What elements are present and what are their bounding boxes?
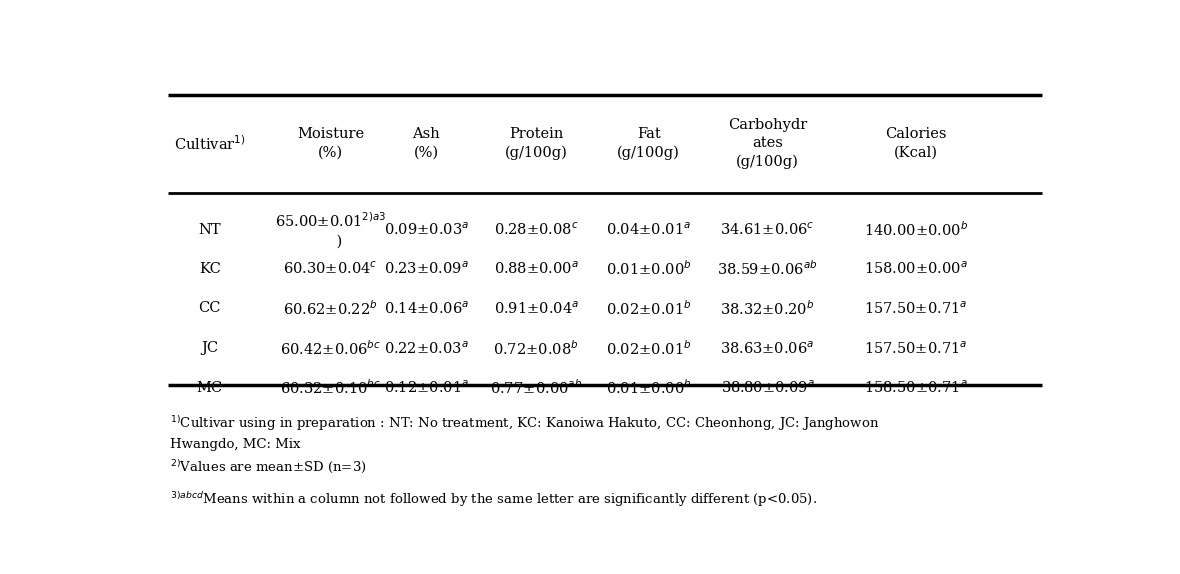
Text: 38.63±0.06$^{a}$: 38.63±0.06$^{a}$ <box>721 340 814 356</box>
Text: 38.32±0.20$^{b}$: 38.32±0.20$^{b}$ <box>721 299 814 318</box>
Text: Cultivar$^{1)}$: Cultivar$^{1)}$ <box>173 134 245 153</box>
Text: 65.00±0.01$^{2)a3}$
    ): 65.00±0.01$^{2)a3}$ ) <box>275 211 386 249</box>
Text: 158.50±0.71$^{a}$: 158.50±0.71$^{a}$ <box>864 379 968 396</box>
Text: 0.77±0.00$^{ab}$: 0.77±0.00$^{ab}$ <box>490 379 582 397</box>
Text: 0.88±0.00$^{a}$: 0.88±0.00$^{a}$ <box>494 261 578 277</box>
Text: 0.14±0.06$^{a}$: 0.14±0.06$^{a}$ <box>384 300 468 317</box>
Text: 0.23±0.09$^{a}$: 0.23±0.09$^{a}$ <box>384 261 468 277</box>
Text: 0.72±0.08$^{b}$: 0.72±0.08$^{b}$ <box>493 339 579 358</box>
Text: JC: JC <box>201 341 218 355</box>
Text: $^{2)}$Values are mean±SD (n=3): $^{2)}$Values are mean±SD (n=3) <box>170 458 367 475</box>
Text: 158.00±0.00$^{a}$: 158.00±0.00$^{a}$ <box>864 261 968 277</box>
Text: Moisture
(%): Moisture (%) <box>297 127 363 160</box>
Text: Ash
(%): Ash (%) <box>413 127 440 160</box>
Text: CC: CC <box>198 301 221 316</box>
Text: 0.91±0.04$^{a}$: 0.91±0.04$^{a}$ <box>493 300 578 317</box>
Text: Protein
(g/100g): Protein (g/100g) <box>505 127 568 160</box>
Text: $^{1)}$Cultivar using in preparation : NT: No treatment, KC: Kanoiwa Hakuto, CC:: $^{1)}$Cultivar using in preparation : N… <box>170 414 880 451</box>
Text: NT: NT <box>198 223 221 236</box>
Text: 0.01±0.00$^{b}$: 0.01±0.00$^{b}$ <box>605 379 691 397</box>
Text: Fat
(g/100g): Fat (g/100g) <box>617 127 680 160</box>
Text: 157.50±0.71$^{a}$: 157.50±0.71$^{a}$ <box>864 340 968 356</box>
Text: 0.02±0.01$^{b}$: 0.02±0.01$^{b}$ <box>605 299 691 318</box>
Text: 60.62±0.22$^{b}$: 60.62±0.22$^{b}$ <box>283 299 378 318</box>
Text: 0.04±0.01$^{a}$: 0.04±0.01$^{a}$ <box>607 222 691 238</box>
Text: 34.61±0.06$^{c}$: 34.61±0.06$^{c}$ <box>720 222 814 238</box>
Text: 38.80±0.09$^{a}$: 38.80±0.09$^{a}$ <box>721 379 814 396</box>
Text: 0.22±0.03$^{a}$: 0.22±0.03$^{a}$ <box>384 340 468 356</box>
Text: 38.59±0.06$^{ab}$: 38.59±0.06$^{ab}$ <box>717 259 818 278</box>
Text: Carbohydr
ates
(g/100g): Carbohydr ates (g/100g) <box>728 118 807 169</box>
Text: 0.12±0.01$^{a}$: 0.12±0.01$^{a}$ <box>384 379 468 396</box>
Text: MC: MC <box>197 381 223 395</box>
Text: 0.28±0.08$^{c}$: 0.28±0.08$^{c}$ <box>494 222 578 238</box>
Text: Calories
(Kcal): Calories (Kcal) <box>885 127 946 160</box>
Text: KC: KC <box>198 262 221 276</box>
Text: 140.00±0.00$^{b}$: 140.00±0.00$^{b}$ <box>864 220 968 239</box>
Text: 60.30±0.04$^{c}$: 60.30±0.04$^{c}$ <box>283 261 378 277</box>
Text: 0.09±0.03$^{a}$: 0.09±0.03$^{a}$ <box>384 222 468 238</box>
Text: 60.42±0.06$^{bc}$: 60.42±0.06$^{bc}$ <box>280 339 381 358</box>
Text: 60.32±0.10$^{bc}$: 60.32±0.10$^{bc}$ <box>280 379 381 397</box>
Text: 0.01±0.00$^{b}$: 0.01±0.00$^{b}$ <box>605 259 691 278</box>
Text: $^{3)abcd}$Means within a column not followed by the same letter are significant: $^{3)abcd}$Means within a column not fol… <box>170 490 818 509</box>
Text: 157.50±0.71$^{a}$: 157.50±0.71$^{a}$ <box>864 300 968 317</box>
Text: 0.02±0.01$^{b}$: 0.02±0.01$^{b}$ <box>605 339 691 358</box>
